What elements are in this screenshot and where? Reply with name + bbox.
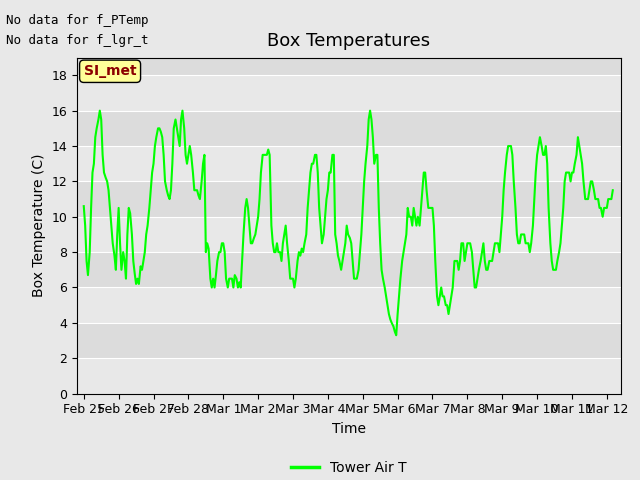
Text: No data for f_lgr_t: No data for f_lgr_t xyxy=(6,34,149,47)
X-axis label: Time: Time xyxy=(332,422,366,436)
Bar xyxy=(77,217,621,252)
Legend: Tower Air T: Tower Air T xyxy=(285,456,412,480)
Bar xyxy=(77,288,621,323)
Title: Box Temperatures: Box Temperatures xyxy=(268,33,430,50)
Text: No data for f_PTemp: No data for f_PTemp xyxy=(6,14,149,27)
Bar xyxy=(77,111,621,146)
Bar xyxy=(77,75,621,111)
Bar xyxy=(77,181,621,217)
Bar xyxy=(77,323,621,358)
Bar xyxy=(77,252,621,288)
Bar xyxy=(77,146,621,181)
Y-axis label: Box Temperature (C): Box Temperature (C) xyxy=(31,154,45,297)
Bar xyxy=(77,358,621,394)
Text: SI_met: SI_met xyxy=(84,64,136,78)
